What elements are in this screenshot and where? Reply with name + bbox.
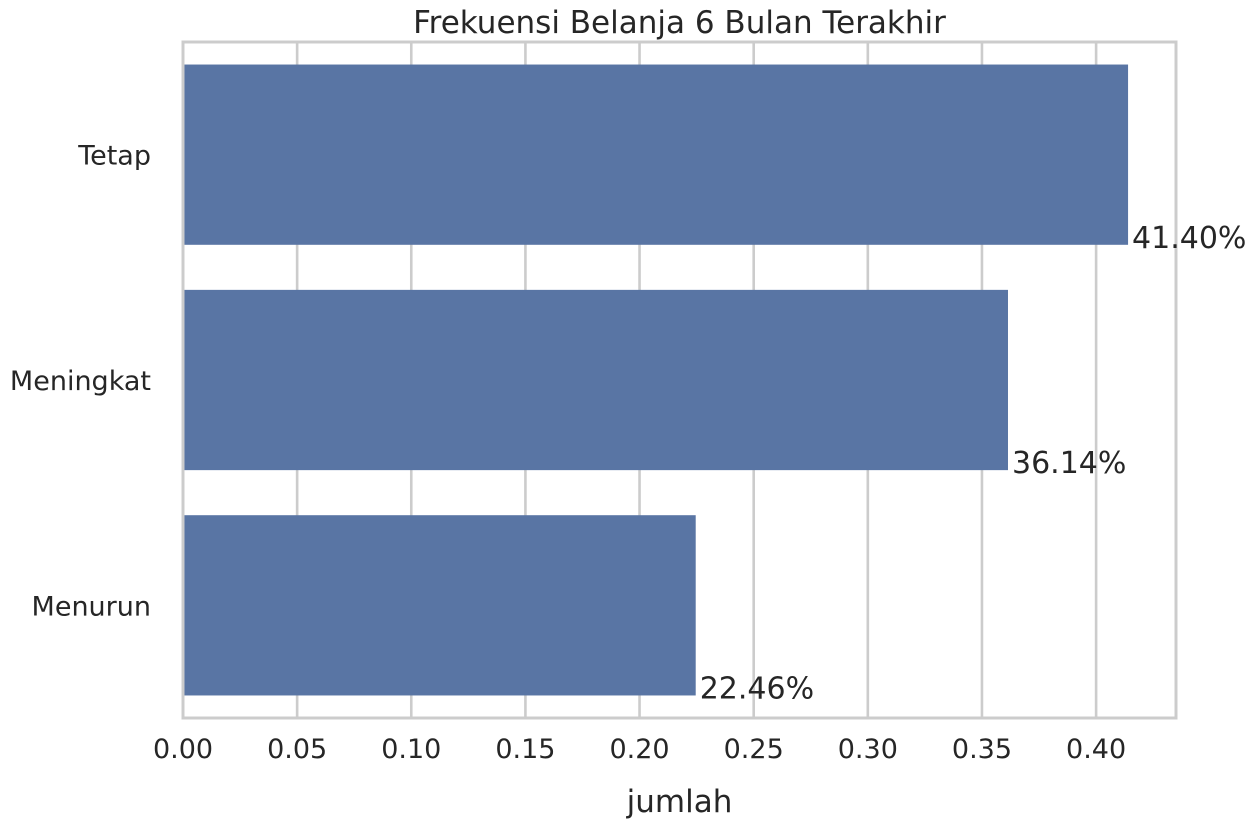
y-tick-label: Menurun	[32, 591, 151, 622]
x-tick-label: 0.00	[153, 734, 213, 765]
bar-value-label: 22.46%	[700, 671, 814, 706]
bar-value-labels: 41.40% 36.14% 22.46%	[700, 221, 1247, 707]
bar	[183, 289, 1008, 471]
x-tick-label: 0.35	[952, 734, 1012, 765]
x-tick-label: 0.05	[267, 734, 327, 765]
plot-frame	[181, 40, 1178, 720]
bars	[183, 64, 1129, 696]
x-tick-label: 0.40	[1066, 734, 1126, 765]
bar	[183, 64, 1129, 245]
bar-value-label: 41.40%	[1132, 221, 1246, 256]
y-axis-ticks: Tetap Meningkat Menurun	[10, 141, 151, 623]
bar-value-label: 36.14%	[1012, 446, 1126, 481]
x-tick-label: 0.20	[609, 734, 669, 765]
x-axis-ticks: 0.00 0.05 0.10 0.15 0.20 0.25 0.30 0.35 0.40	[153, 734, 1126, 765]
y-tick-label: Meningkat	[10, 366, 151, 397]
bar	[183, 515, 696, 696]
x-tick-label: 0.30	[838, 734, 898, 765]
x-tick-label: 0.25	[724, 734, 784, 765]
x-tick-label: 0.10	[381, 734, 441, 765]
chart-title: Frekuensi Belanja 6 Bulan Terakhir	[413, 5, 946, 41]
y-tick-label: Tetap	[77, 141, 151, 172]
x-tick-label: 0.15	[495, 734, 555, 765]
x-axis-label: jumlah	[626, 784, 733, 820]
